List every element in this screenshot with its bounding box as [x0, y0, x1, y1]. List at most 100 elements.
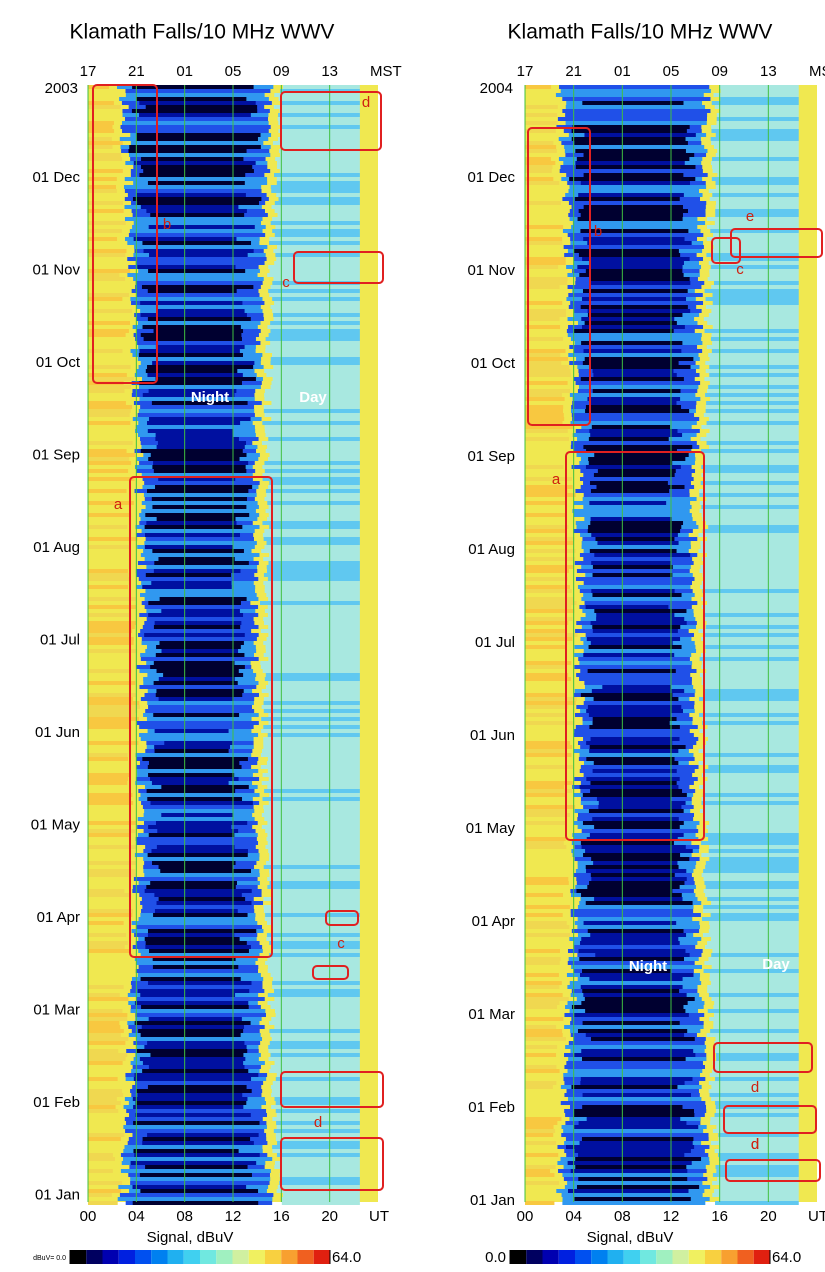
heatmap-cell [270, 1085, 360, 1089]
heatmap-cell [525, 957, 561, 961]
y-tick-label: 01 Feb [33, 1094, 80, 1111]
heatmap-cell [589, 833, 684, 837]
heatmap-cell [88, 1109, 119, 1113]
heatmap-cell [268, 265, 360, 269]
heatmap-cell [139, 685, 257, 689]
heatmap-cell [704, 945, 799, 949]
heatmap-cell [88, 1033, 121, 1037]
heatmap-cell [566, 1089, 699, 1093]
colorbar-swatch [297, 1250, 314, 1264]
heatmap-cell [135, 1081, 264, 1085]
heatmap-cell [525, 645, 567, 649]
heatmap-cell [140, 205, 239, 209]
heatmap-cell [576, 569, 690, 573]
heatmap-cell [147, 1041, 245, 1045]
heatmap-cell [269, 237, 360, 241]
heatmap-cell [271, 1037, 360, 1041]
heatmap-cell [525, 429, 568, 433]
heatmap-cell [88, 253, 126, 257]
heatmap-cell [701, 665, 799, 669]
heatmap-cell [273, 105, 360, 109]
y-tick-label: 01 Nov [467, 262, 515, 279]
heatmap-cell [142, 393, 235, 397]
heatmap-cell [133, 221, 262, 225]
colorbar-swatch [118, 1250, 135, 1264]
heatmap-cell [525, 261, 566, 265]
heatmap-cell [147, 429, 234, 433]
heatmap-cell [525, 565, 574, 569]
heatmap-cell [707, 985, 799, 989]
heatmap-cell [588, 461, 673, 465]
heatmap-cell [709, 269, 799, 273]
top-unit: MST [370, 63, 402, 80]
heatmap-cell [716, 1169, 799, 1173]
heatmap-cell [707, 829, 799, 833]
heatmap-cell [590, 365, 691, 369]
heatmap-cell [127, 257, 267, 261]
heatmap-cell [88, 829, 136, 833]
heatmap-cell [720, 97, 799, 101]
heatmap-cell [588, 457, 686, 461]
heatmap-cell [525, 661, 572, 665]
heatmap-cell [580, 693, 673, 697]
heatmap-cell [525, 425, 574, 429]
heatmap-cell [571, 965, 702, 969]
heatmap-cell [140, 737, 254, 741]
heatmap-cell [150, 453, 247, 457]
heatmap-cell [120, 1169, 271, 1173]
heatmap-cell [147, 289, 237, 293]
heatmap-cell [276, 181, 360, 185]
x-unit: UT [369, 1208, 389, 1225]
heatmap-cell [126, 1109, 267, 1113]
heatmap-cell [525, 997, 569, 1001]
heatmap-cell [158, 697, 234, 701]
heatmap-cell [262, 477, 360, 481]
heatmap-cell [261, 813, 360, 817]
heatmap-cell [156, 445, 245, 449]
heatmap-cell [586, 637, 681, 641]
heatmap-cell [703, 733, 799, 737]
colorbar-swatch [591, 1250, 608, 1264]
heatmap-cell [589, 501, 667, 505]
heatmap-cell [597, 541, 679, 545]
heatmap-cell [88, 545, 130, 549]
heatmap-cell [711, 249, 799, 253]
heatmap-cell [596, 617, 685, 621]
heatmap-cell [581, 597, 692, 601]
heatmap-cell [590, 277, 690, 281]
heatmap-cell [134, 1001, 249, 1005]
heatmap-cell [88, 477, 135, 481]
heatmap-cell [264, 609, 360, 613]
heatmap-cell [525, 369, 571, 373]
heatmap-cell [270, 341, 360, 345]
heatmap-cell [709, 373, 799, 377]
y-tick-label: 01 Dec [32, 169, 80, 186]
heatmap-cell [711, 177, 799, 181]
colorbar-swatch [135, 1250, 152, 1264]
heatmap-cell [130, 297, 263, 301]
heatmap-cell [153, 681, 238, 685]
heatmap-cell [147, 929, 257, 933]
heatmap-cell [269, 453, 360, 457]
heatmap-cell [141, 501, 258, 505]
heatmap-cell [148, 417, 251, 421]
heatmap-cell [714, 1001, 799, 1005]
heatmap-cell [703, 613, 799, 617]
heatmap-cell [263, 865, 360, 869]
heatmap-cell [715, 1037, 799, 1041]
heatmap-cell [138, 385, 261, 389]
heatmap-cell [274, 1165, 360, 1169]
colorbar-swatch [167, 1250, 184, 1264]
heatmap-cell [147, 797, 243, 801]
heatmap-cell [88, 821, 136, 825]
heatmap-cell [580, 1077, 693, 1081]
heatmap-cell [266, 933, 360, 937]
heatmap-cell [271, 1093, 360, 1097]
heatmap-cell [561, 1193, 703, 1197]
y-tick-label: 01 Oct [471, 355, 516, 372]
colorbar-label: Signal, dBuV [147, 1229, 234, 1246]
heatmap-cell [710, 937, 799, 941]
heatmap-cell [587, 241, 692, 245]
heatmap-cell [263, 741, 360, 745]
heatmap-cell [88, 1153, 113, 1157]
